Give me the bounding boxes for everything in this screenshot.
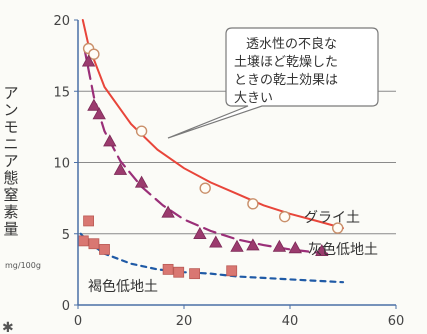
callout-line-3: ときの乾土効果は	[234, 73, 338, 88]
y-tick-label-10: 10	[53, 157, 70, 172]
tick-layer: 0 5 10 15 20 0 20 40 60	[53, 14, 404, 329]
y-axis-label-char-2: モ	[3, 118, 18, 136]
series-0-point-1	[88, 48, 100, 60]
x-tick-label-20: 20	[176, 314, 193, 329]
x-tick-label-40: 40	[282, 314, 299, 329]
series-1-point-1	[87, 98, 101, 111]
figure-mark-icon: ✱	[2, 320, 14, 334]
series-2-point-1	[83, 215, 94, 227]
series-1-point-10	[246, 238, 260, 251]
y-axis-label-char-6: 窒	[3, 186, 18, 204]
series-2-point-5	[173, 266, 185, 278]
series-0-point-2	[135, 125, 148, 137]
x-tick-label-60: 60	[388, 314, 405, 329]
series-1-point-11	[272, 239, 287, 252]
series-2-point-4	[162, 263, 174, 275]
series-1-point-6	[161, 205, 175, 218]
callout-line-4: 大きい	[234, 91, 273, 106]
series-0-trend-line	[81, 19, 344, 230]
y-tick-label-5: 5	[62, 228, 70, 243]
series-label-gray-lowland: 灰色低地土	[308, 241, 378, 258]
callout-line-2: 土壌ほど乾燥した	[234, 55, 338, 70]
callout-bubble: 透水性の不良な 土壌ほど乾燥した ときの乾土効果は 大きい	[167, 27, 379, 139]
series-label-brown-lowland: 褐色低地土	[88, 278, 158, 295]
y-axis-label-char-3: ニ	[3, 135, 18, 153]
series-2-point-3	[99, 244, 110, 255]
y-tick-label-0: 0	[62, 299, 70, 314]
series-2-trend-line	[79, 232, 345, 284]
y-axis-label-char-0: ア	[3, 84, 18, 102]
series-1-point-3	[103, 134, 117, 147]
series-2-point-6	[189, 268, 201, 280]
series-0-point-5	[279, 210, 291, 223]
series-0-point-6	[332, 222, 344, 234]
series-0-point-4	[247, 198, 259, 210]
series-2-point-0	[77, 235, 89, 247]
series-1-point-8	[209, 235, 223, 248]
callout-shape	[167, 27, 379, 139]
y-axis-label-char-8: 量	[3, 220, 18, 238]
series-1-point-7	[193, 226, 207, 239]
y-axis-label-char-5: 態	[3, 169, 18, 187]
series-1-point-9	[230, 239, 244, 252]
series-1-point-2	[92, 107, 106, 120]
callout-line-1: 透水性の不良な	[246, 36, 337, 52]
curve-layer	[79, 19, 345, 284]
series-1-point-5	[134, 175, 149, 188]
y-tick-label-15: 15	[53, 85, 70, 100]
x-tick-label-0: 0	[74, 314, 82, 329]
series-1-point-12	[288, 241, 302, 254]
y-axis-label-char-7: 素	[3, 203, 18, 221]
series-1-point-0	[81, 54, 96, 67]
series-1-trend-line	[83, 47, 329, 255]
y-axis-unit: mg/100g	[5, 261, 41, 270]
series-label-gley: グライ土	[304, 210, 360, 226]
series-2-point-7	[226, 265, 238, 277]
series-2-point-2	[88, 238, 100, 250]
y-tick-label-20: 20	[53, 14, 70, 29]
series-1-point-13	[315, 244, 329, 257]
y-axis-label-char-4: ア	[3, 152, 18, 170]
point-layer	[77, 42, 344, 280]
y-axis-label-char-1: ン	[3, 101, 18, 119]
series-1-point-4	[113, 162, 128, 175]
series-0-point-3	[199, 182, 211, 194]
